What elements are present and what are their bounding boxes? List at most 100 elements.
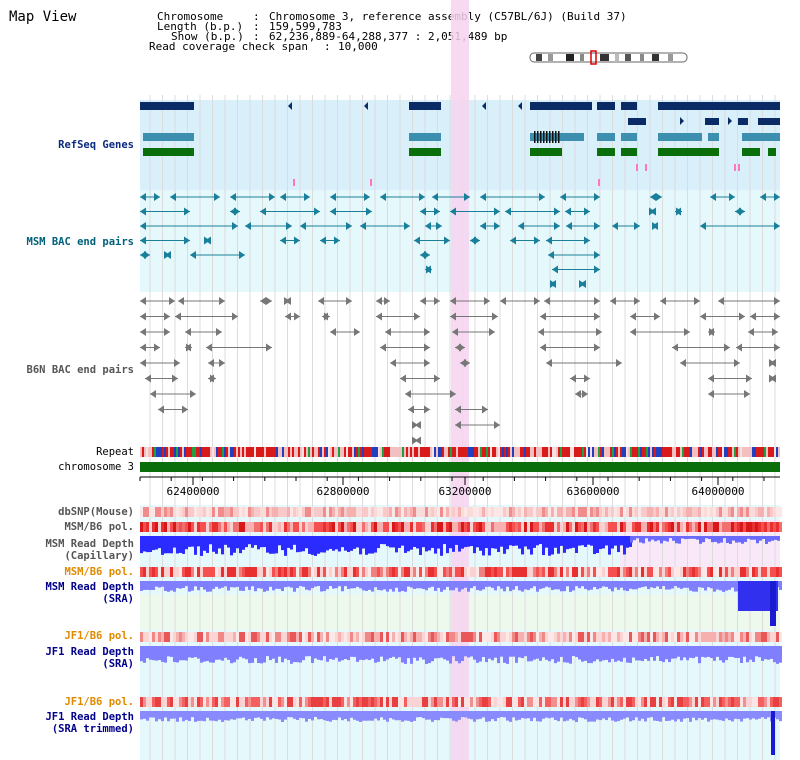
jf1-sra-depth-bar — [434, 646, 437, 659]
jf1-trim-depth-bar — [185, 711, 188, 720]
polymorphism-cell — [590, 507, 593, 517]
polymorphism-cell — [164, 567, 167, 577]
capillary-depth-bar — [515, 536, 518, 546]
polymorphism-cell — [404, 567, 407, 577]
repeat-segment — [434, 447, 436, 457]
b6n-bac-pair-end — [400, 374, 406, 383]
capillary-depth-bar — [461, 536, 464, 549]
polymorphism-cell — [170, 697, 173, 707]
repeat-segment — [440, 447, 442, 457]
polymorphism-cell — [161, 697, 164, 707]
jf1-sra-depth-bar — [569, 646, 572, 664]
repeat-segment — [582, 447, 584, 457]
polymorphism-cell — [167, 632, 170, 642]
polymorphism-cell — [737, 507, 740, 517]
polymorphism-cell — [473, 522, 476, 532]
capillary-depth-bar — [702, 536, 705, 543]
b6n-bac-track-label[interactable]: B6N BAC end pairs — [26, 364, 134, 376]
msm-sra-depth-bar — [443, 581, 446, 590]
polymorphism-cell — [326, 697, 329, 707]
jf1-sra-depth-bar — [713, 646, 716, 661]
repeat-segment — [254, 447, 256, 457]
polymorphism-cell — [494, 697, 497, 707]
polymorphism-cell — [371, 632, 374, 642]
msm-bac-pair-end — [550, 280, 556, 288]
msm-sra-depth-bar — [173, 581, 176, 592]
jf1-trim-depth-bar — [389, 711, 392, 719]
exon-tick — [555, 131, 557, 143]
polymorphism-cell — [320, 697, 323, 707]
b6n-bac-pair-end — [140, 312, 146, 321]
msm-sra-depth-bar — [584, 581, 587, 589]
capillary-depth-bar — [341, 536, 344, 548]
jf1-trim-depth-bar — [632, 711, 635, 721]
polymorphism-cell — [371, 697, 374, 707]
polymorphism-cell — [734, 522, 737, 532]
capillary-depth-bar — [648, 536, 651, 542]
msm-sra-depth-bar — [656, 581, 659, 587]
polymorphism-cell — [302, 507, 305, 517]
polymorphism-cell — [206, 697, 209, 707]
jf1-trim-depth-bar — [749, 711, 752, 720]
polymorphism-cell — [683, 632, 686, 642]
jf1-trim-depth-bar — [392, 711, 395, 720]
jf1-sra-depth-bar — [377, 646, 380, 662]
repeat-segment — [226, 447, 228, 457]
repeat-segment — [470, 447, 472, 457]
polymorphism-cell — [542, 507, 545, 517]
jf1-sra-depth-bar — [431, 646, 434, 662]
polymorphism-cell — [740, 567, 743, 577]
msm-bac-track-label[interactable]: MSM BAC end pairs — [26, 236, 134, 248]
repeat-segment — [290, 447, 292, 457]
capillary-depth-bar — [308, 536, 311, 554]
polymorphism-cell — [545, 522, 548, 532]
polymorphism-cell — [401, 522, 404, 532]
jf1-depth-sra-sub: (SRA) — [102, 658, 134, 670]
polymorphism-cell — [242, 632, 245, 642]
capillary-depth-bar — [639, 536, 642, 543]
capillary-depth-bar — [161, 536, 164, 555]
jf1-trim-depth-bar — [488, 711, 491, 722]
polymorphism-cell — [440, 697, 443, 707]
polymorphism-cell — [578, 522, 581, 532]
b6n-bac-pair-end — [346, 297, 352, 305]
capillary-depth-bar — [741, 536, 744, 544]
polymorphism-cell — [239, 632, 242, 642]
jf1-trim-depth-bar — [155, 711, 158, 722]
jf1-trim-depth-bar — [251, 711, 254, 721]
repeat-segment — [216, 447, 218, 457]
snp-mark — [738, 164, 740, 171]
polymorphism-cell — [197, 567, 200, 577]
jf1-trim-depth-bar — [503, 711, 506, 718]
gene-block — [409, 148, 441, 156]
msm-sra-depth-bar — [332, 581, 335, 589]
polymorphism-cell — [245, 632, 248, 642]
polymorphism-cell — [500, 522, 503, 532]
refseq-track-label[interactable]: RefSeq Genes — [58, 139, 134, 151]
jf1-trim-depth-bar — [479, 711, 482, 719]
polymorphism-cell — [161, 522, 164, 532]
jf1-trim-depth-bar — [728, 711, 731, 721]
repeat-segment — [220, 447, 222, 457]
polymorphism-cell — [227, 567, 230, 577]
polymorphism-cell — [662, 632, 665, 642]
repeat-segment — [422, 447, 424, 457]
polymorphism-cell — [578, 567, 581, 577]
polymorphism-cell — [749, 522, 752, 532]
capillary-depth-bar — [578, 536, 581, 546]
polymorphism-cell — [227, 507, 230, 517]
jf1-sra-depth-bar — [533, 646, 536, 660]
jf1-sra-depth-bar — [527, 646, 530, 662]
polymorphism-cell — [314, 522, 317, 532]
polymorphism-cell — [146, 567, 149, 577]
polymorphism-cell — [515, 507, 518, 517]
jf1-trim-depth-bar — [551, 711, 554, 718]
polymorphism-cell — [293, 632, 296, 642]
msm-sra-depth-bar — [710, 581, 713, 589]
repeat-segment — [628, 447, 630, 457]
capillary-depth-bar — [593, 536, 596, 555]
polymorphism-cell — [596, 507, 599, 517]
polymorphism-cell — [485, 697, 488, 707]
polymorphism-cell — [515, 567, 518, 577]
